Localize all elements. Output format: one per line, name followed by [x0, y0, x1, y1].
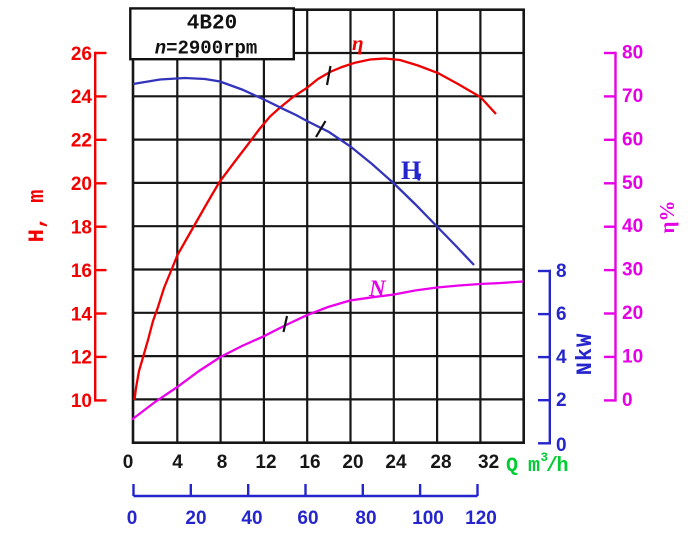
svg-text:40: 40: [241, 508, 262, 529]
svg-text:22: 22: [71, 131, 92, 152]
svg-text:20: 20: [71, 174, 92, 195]
svg-text:50: 50: [622, 173, 643, 194]
svg-text:n=2900rpm: n=2900rpm: [155, 38, 258, 60]
svg-text:80: 80: [622, 43, 643, 64]
svg-text:Q: Q: [506, 455, 518, 478]
svg-text:0: 0: [123, 452, 134, 473]
svg-text:80: 80: [355, 508, 376, 529]
svg-text:28: 28: [430, 452, 451, 473]
svg-text:12: 12: [255, 452, 276, 473]
svg-text:η: η: [352, 31, 364, 55]
svg-text:20: 20: [185, 508, 206, 529]
svg-text:26: 26: [71, 44, 92, 65]
svg-text:70: 70: [622, 86, 643, 107]
svg-text:20: 20: [622, 303, 643, 324]
svg-text:24: 24: [71, 87, 93, 108]
svg-text:4: 4: [172, 452, 183, 473]
svg-text:120: 120: [465, 508, 497, 529]
svg-text:12: 12: [71, 348, 92, 369]
svg-text:100: 100: [412, 508, 444, 529]
svg-text:24: 24: [385, 452, 407, 473]
svg-text:0: 0: [127, 508, 138, 529]
svg-text:0: 0: [622, 390, 633, 411]
svg-text:20: 20: [342, 452, 363, 473]
svg-text:0: 0: [556, 435, 567, 456]
svg-text:8: 8: [217, 452, 228, 473]
svg-text:40: 40: [622, 216, 643, 237]
svg-text:m: m: [528, 455, 540, 478]
svg-text:14: 14: [71, 304, 93, 325]
svg-text:60: 60: [297, 508, 318, 529]
svg-text:H: H: [401, 156, 421, 185]
svg-text:16: 16: [299, 452, 320, 473]
svg-text:/: /: [546, 455, 558, 478]
svg-text:60: 60: [622, 129, 643, 150]
svg-text:8: 8: [556, 261, 567, 282]
svg-text:30: 30: [622, 260, 643, 281]
svg-text:3: 3: [541, 451, 549, 465]
svg-text:4B20: 4B20: [187, 13, 237, 36]
svg-text:2: 2: [556, 390, 567, 411]
svg-text:10: 10: [71, 391, 92, 412]
svg-text:18: 18: [71, 218, 92, 239]
svg-text:6: 6: [556, 304, 567, 325]
svg-text:16: 16: [71, 261, 92, 282]
svg-text:4: 4: [556, 347, 567, 368]
svg-text:32: 32: [478, 452, 499, 473]
svg-text:10: 10: [622, 346, 643, 367]
svg-text:NkW: NkW: [573, 333, 598, 376]
svg-text:η%: η%: [655, 201, 679, 234]
svg-text:h: h: [557, 455, 569, 478]
svg-text:H, m: H, m: [25, 190, 50, 243]
svg-text:N: N: [368, 276, 387, 301]
